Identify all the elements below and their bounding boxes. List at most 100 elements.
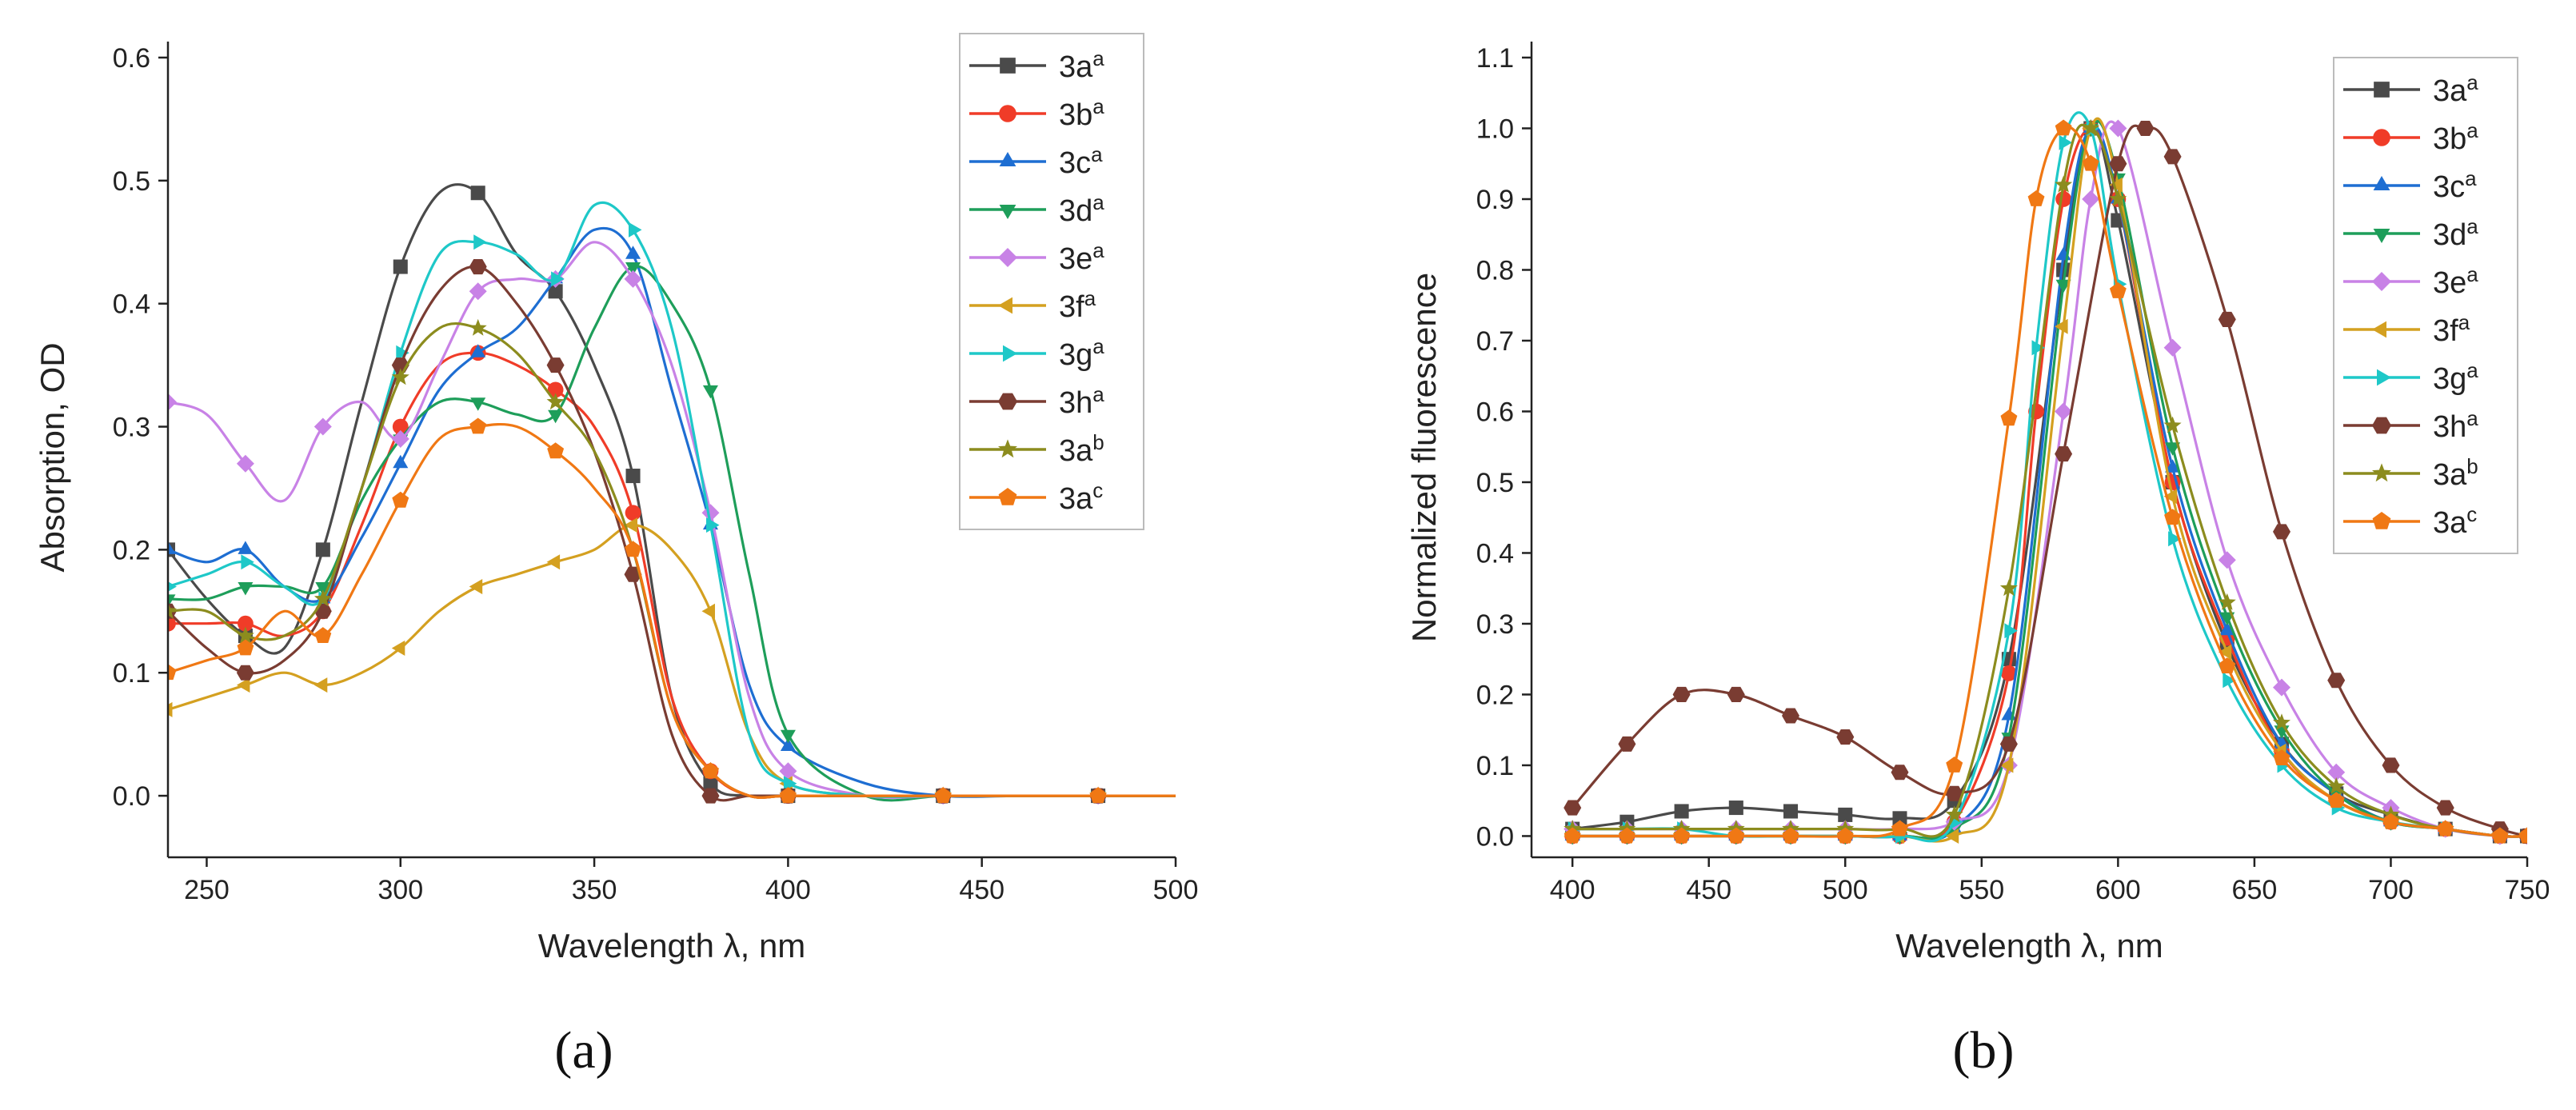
legend-entry: 3fa (2343, 310, 2470, 348)
data-point (393, 454, 409, 469)
data-point (2059, 134, 2073, 150)
legend-entry: 3aa (2343, 70, 2478, 108)
legend-marker (2373, 229, 2390, 243)
data-point (314, 589, 332, 607)
data-point (703, 776, 718, 791)
x-tick-label: 650 (2232, 875, 2278, 905)
x-tick-label: 550 (1959, 875, 2004, 905)
data-point (625, 469, 641, 484)
legend-label: 3ca (2433, 166, 2477, 204)
y-tick-label: 0.6 (113, 43, 150, 74)
legend-name: 3f (1059, 290, 1084, 324)
data-point (2109, 119, 2127, 138)
legend-label: 3da (1059, 190, 1104, 228)
legend-marker (2372, 463, 2391, 482)
data-point (625, 541, 641, 557)
y-tick-label: 0.5 (113, 166, 150, 197)
data-point (1836, 827, 1854, 844)
legend-label: 3ab (2433, 454, 2478, 492)
data-point (473, 234, 487, 250)
legend-entry: 3da (2343, 214, 2478, 252)
legend-name: 3b (1059, 98, 1092, 132)
legend-name: 3c (2433, 170, 2465, 204)
data-point (2327, 777, 2346, 794)
data-point (1945, 828, 1959, 844)
legend-label: 3ea (2433, 262, 2478, 300)
y-tick-label: 0.4 (113, 289, 150, 320)
data-point (548, 409, 564, 424)
data-point (1945, 785, 1963, 801)
data-point (241, 554, 254, 570)
legend-label: 3ab (1059, 430, 1104, 468)
data-point (2327, 673, 2346, 689)
panel-label-b: (b) (1953, 1021, 2015, 1080)
x-tick-label: 400 (1550, 875, 1596, 905)
x-tick-label: 450 (959, 875, 1004, 905)
legend-entry: 3ac (969, 478, 1103, 516)
legend-label: 3ba (2433, 118, 2478, 156)
data-point (702, 385, 718, 399)
legend-entry: 3aa (969, 46, 1104, 84)
legend-label: 3ea (1059, 238, 1104, 276)
legend-label: 3ha (2433, 406, 2478, 444)
data-point (2055, 446, 2073, 462)
legend-marker (998, 439, 1017, 458)
data-point (779, 787, 797, 803)
x-tick-label: 750 (2505, 875, 2550, 905)
data-point (168, 541, 176, 554)
data-point (1564, 827, 1581, 844)
data-point (393, 259, 408, 274)
data-point (1999, 736, 2018, 752)
y-tick-label: 0.9 (1476, 185, 1514, 215)
data-point (2082, 154, 2099, 171)
legend-name: 3f (2433, 314, 2458, 348)
data-point (168, 601, 177, 619)
series-lines (168, 183, 1176, 805)
data-point (2168, 531, 2182, 547)
y-tick-label: 1.1 (1476, 43, 1514, 74)
data-point (624, 270, 642, 288)
data-point (934, 787, 952, 803)
series-line-3ha (1571, 124, 2527, 838)
data-point (624, 517, 637, 533)
legend-marker (2377, 369, 2391, 386)
data-point (237, 639, 254, 656)
data-point (1672, 686, 1691, 702)
data-point (1891, 765, 1909, 781)
legend-superscript: a (2466, 406, 2478, 430)
legend-name: 3b (2433, 122, 2466, 156)
x-axis-title: Wavelength λ, nm (538, 927, 806, 964)
y-axis-title: Absorption, OD (34, 342, 71, 572)
legend-marker (2374, 82, 2390, 98)
legend-superscript: a (2466, 262, 2478, 286)
data-point (2082, 118, 2100, 136)
data-point (168, 581, 177, 592)
x-tick-label: 500 (1153, 875, 1199, 905)
data-point (783, 776, 797, 792)
legend-entry: 3ga (969, 334, 1104, 372)
data-point (1782, 827, 1799, 844)
data-point (2165, 442, 2181, 456)
data-point (2163, 416, 2182, 433)
data-point (236, 665, 254, 681)
data-point (2165, 459, 2181, 473)
data-point (1945, 805, 1963, 823)
data-point (2055, 318, 2068, 334)
data-point (469, 282, 487, 301)
data-point (1089, 787, 1107, 803)
data-point (2219, 657, 2236, 673)
data-point (2163, 149, 2182, 165)
data-point (625, 262, 641, 276)
legend-superscript: a (2458, 310, 2470, 334)
legend-entry: 3ba (2343, 118, 2478, 156)
legend-marker (2372, 417, 2391, 434)
data-point (2055, 279, 2071, 293)
data-point (546, 357, 565, 373)
y-tick-label: 0.0 (113, 781, 150, 812)
data-point (2001, 665, 2017, 681)
legend-entry: 3ac (2343, 502, 2477, 540)
data-point (1999, 757, 2014, 773)
legend-marker (2372, 512, 2391, 529)
y-tick-label: 0.7 (1476, 326, 1514, 357)
